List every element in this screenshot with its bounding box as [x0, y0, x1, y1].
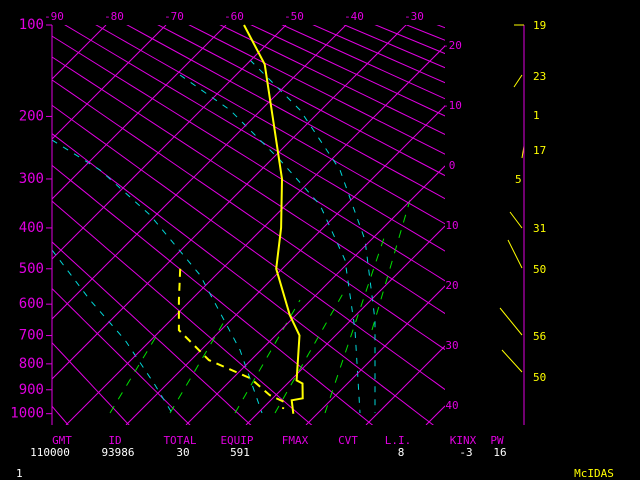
index-label: GMT [52, 434, 72, 447]
pressure-label: 100 [19, 17, 44, 33]
isotherm-label: -60 [224, 10, 244, 23]
dry-adiabat [64, 25, 445, 252]
index-label: TOTAL [163, 434, 196, 447]
dry-adiabat [52, 200, 313, 425]
isotherm [52, 25, 407, 380]
wind-speed: 1 [533, 109, 540, 122]
mixing-ratio-line [169, 319, 226, 414]
mixing-ratio-line [109, 329, 161, 414]
footer-left: 1 [16, 467, 23, 480]
index-label: ID [108, 434, 121, 447]
index-label: KINX [450, 434, 477, 447]
isotherm [365, 345, 445, 425]
wind-speed: 17 [533, 144, 546, 157]
pressure-label: 200 [19, 108, 44, 124]
mixing-ratio-line [234, 299, 301, 414]
isotherm-label: 10 [445, 219, 458, 232]
wind-barb [499, 307, 523, 336]
index-value: 16 [493, 446, 506, 459]
index-value: 30 [176, 446, 189, 459]
moist-adiabat [249, 59, 376, 413]
wind-barb [509, 211, 523, 229]
wind-barb [513, 74, 523, 88]
pressure-label: 800 [19, 356, 44, 372]
wind-speed: 31 [533, 222, 546, 235]
isotherm [52, 25, 287, 260]
dry-adiabat [52, 104, 445, 391]
wind-speed: 50 [533, 263, 546, 276]
reference-lines [52, 25, 445, 425]
wind-speed: 5 [515, 173, 522, 186]
isotherm-label: -10 [442, 99, 462, 112]
isotherm-label: 20 [445, 279, 458, 292]
dry-adiabat [52, 341, 130, 425]
index-label: PW [490, 434, 504, 447]
isotherm [185, 165, 445, 425]
isotherm [52, 25, 167, 140]
wind-speed: 56 [533, 330, 546, 343]
wind-speed: 50 [533, 371, 546, 384]
index-value: -3 [459, 446, 472, 459]
temperature-profile [243, 24, 304, 414]
isotherm-label: -30 [404, 10, 424, 23]
isotherm-label: -20 [442, 39, 462, 52]
dry-adiabat [52, 79, 445, 351]
pressure-label: 600 [19, 296, 44, 312]
index-label: CVT [338, 434, 358, 447]
wind-barb [501, 349, 523, 373]
wind-speed: 23 [533, 70, 546, 83]
index-value: 591 [230, 446, 250, 459]
dry-adiabat [95, 25, 445, 225]
mixing-ratio-line [371, 199, 411, 331]
isotherm [52, 25, 347, 320]
pressure-label: 900 [19, 382, 44, 398]
pressure-label: 400 [19, 220, 44, 236]
plot-layer: -90 -80 -70 -60 -50 -40 -30 -20 -10 0 10 20 30 40 100 2… [10, 10, 546, 459]
isotherm-label: -70 [164, 10, 184, 23]
pressure-label: 1000 [10, 406, 44, 422]
wind-barb [507, 239, 523, 269]
isotherm-label: -90 [44, 10, 64, 23]
index-label: L.I. [385, 434, 412, 447]
isotherm-label: 0 [449, 159, 456, 172]
isotherm [125, 105, 445, 425]
isotherm-label: -40 [344, 10, 364, 23]
dry-adiabat [188, 25, 445, 155]
isotherm [245, 225, 445, 425]
isotherm-label: -50 [284, 10, 304, 23]
mixing-ratio-line [274, 289, 346, 414]
index-value: 8 [398, 446, 405, 459]
dry-adiabat [52, 287, 191, 425]
isotherm-label: 30 [445, 339, 458, 352]
index-value: 110000 [30, 446, 70, 459]
footer-right: McIDAS [574, 467, 614, 480]
dry-adiabat [157, 25, 445, 177]
dry-adiabat [52, 133, 435, 425]
dry-adiabat [52, 35, 445, 282]
pressure-label: 700 [19, 328, 44, 344]
pressure-label: 300 [19, 171, 44, 187]
dry-adiabat [52, 241, 252, 425]
isotherm [52, 25, 227, 200]
moist-adiabat [52, 249, 173, 414]
isotherm-label: -80 [104, 10, 124, 23]
index-label: EQUIP [220, 434, 253, 447]
dry-adiabat [52, 56, 445, 315]
dry-adiabat [126, 25, 445, 200]
isotherm [305, 285, 445, 425]
wind-speed: 19 [533, 19, 546, 32]
index-label: FMAX [282, 434, 309, 447]
isotherm-label: 40 [445, 399, 458, 412]
dewpoint-profile [177, 268, 286, 410]
isotherm [65, 45, 445, 425]
pressure-label: 500 [19, 261, 44, 277]
index-value: 93986 [101, 446, 134, 459]
